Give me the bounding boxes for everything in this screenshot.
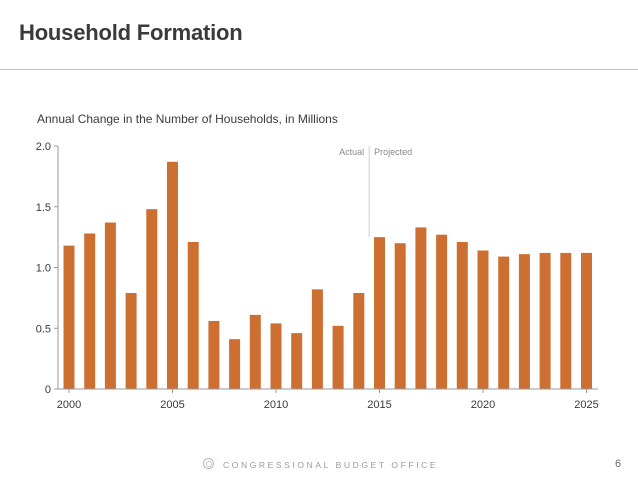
bar-2001 (84, 233, 96, 389)
bar-2004 (146, 209, 158, 389)
bar-2025 (581, 252, 592, 389)
y-tick-label: 1.5 (36, 202, 51, 214)
bar-2000 (63, 245, 75, 389)
bar-2016 (394, 243, 406, 389)
x-tick-label: 2020 (471, 399, 495, 411)
bar-2020 (477, 250, 489, 389)
actual-label: Actual (339, 147, 364, 157)
x-tick-label: 2025 (574, 399, 598, 411)
bar-2023 (539, 252, 551, 389)
bar-2018 (436, 234, 448, 389)
bar-2014 (353, 293, 365, 389)
projected-label: Projected (374, 147, 412, 157)
y-tick-label: 1.0 (36, 263, 51, 275)
page-number: 6 (615, 458, 622, 470)
bar-2010 (270, 323, 282, 389)
bar-2005 (167, 161, 178, 389)
bar-2002 (104, 222, 116, 389)
bar-2008 (229, 339, 241, 389)
bar-2009 (249, 314, 261, 389)
bar-2013 (332, 325, 344, 389)
y-tick-label: 2.0 (36, 141, 51, 153)
x-tick-label: 2005 (160, 399, 184, 411)
x-tick-label: 2000 (57, 399, 81, 411)
page-title: Household Formation (19, 20, 243, 45)
cbo-logo-icon (203, 458, 214, 469)
bar-2007 (208, 320, 220, 389)
title-divider (0, 69, 638, 70)
bar-2024 (560, 252, 572, 389)
x-tick-label: 2015 (367, 399, 391, 411)
bar-2019 (456, 241, 468, 389)
chart-title: Annual Change in the Number of Household… (37, 112, 338, 126)
y-tick-label: 0.5 (36, 323, 51, 335)
x-tick-label: 2010 (264, 399, 288, 411)
bar-2017 (415, 227, 427, 389)
bar-2011 (291, 333, 303, 389)
bar-2012 (311, 289, 323, 389)
y-tick-label: 0 (45, 384, 51, 396)
bar-2022 (518, 254, 530, 389)
bar-2006 (187, 241, 199, 389)
bar-2003 (125, 293, 137, 389)
bar-2021 (498, 256, 510, 389)
footer-organization: CONGRESSIONAL BUDGET OFFICE (223, 460, 439, 470)
bar-2015 (374, 237, 385, 389)
footer: CONGRESSIONAL BUDGET OFFICE 6 (0, 454, 638, 474)
